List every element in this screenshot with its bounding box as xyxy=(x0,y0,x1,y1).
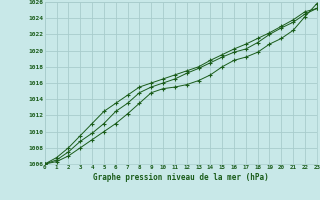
X-axis label: Graphe pression niveau de la mer (hPa): Graphe pression niveau de la mer (hPa) xyxy=(93,173,269,182)
